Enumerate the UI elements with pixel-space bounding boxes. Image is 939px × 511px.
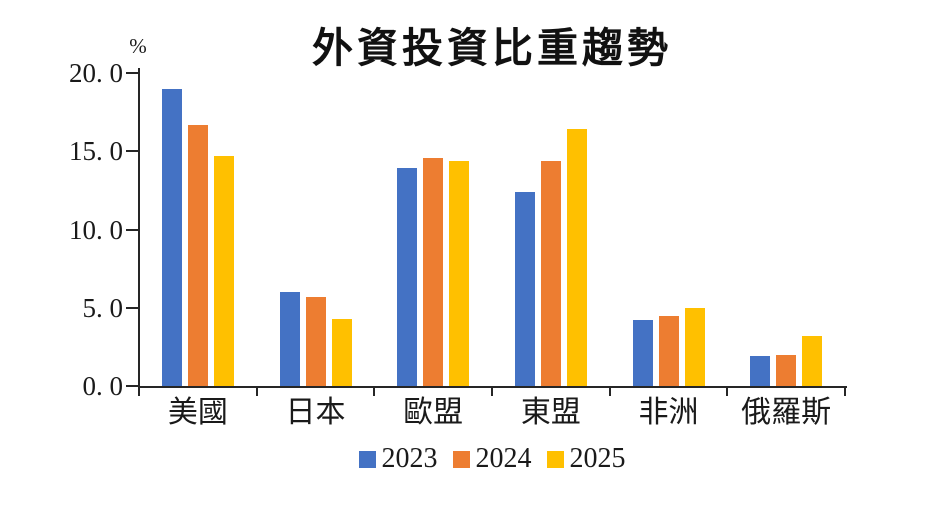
bar	[684, 307, 705, 386]
bar	[305, 296, 326, 386]
bar	[750, 356, 771, 386]
y-tick-label: 0. 0	[82, 371, 124, 401]
y-tick	[126, 385, 138, 387]
x-tick	[373, 386, 376, 396]
legend-item: 2025	[546, 443, 626, 474]
legend-item: 2023	[358, 443, 438, 474]
legend-label: 2025	[569, 443, 626, 474]
legend: 2023 2024 2025	[139, 442, 845, 476]
bar	[566, 129, 587, 386]
y-tick-label: 15. 0	[69, 136, 123, 167]
y-tick-label: 20. 0	[69, 58, 123, 88]
y-axis-line	[138, 68, 140, 396]
legend-swatch	[452, 450, 470, 468]
x-axis-label: 俄羅斯	[741, 396, 832, 429]
y-tick	[126, 228, 138, 231]
legend-swatch	[546, 450, 564, 468]
bar	[540, 160, 561, 386]
bar	[449, 160, 470, 386]
bar	[514, 191, 535, 386]
x-axis-label: 歐盟	[403, 396, 464, 429]
bar	[658, 315, 679, 386]
y-tick	[126, 150, 138, 153]
x-axis-line	[138, 386, 847, 388]
y-tick	[126, 72, 138, 74]
bar	[161, 88, 182, 386]
bar	[423, 157, 444, 386]
x-axis-label: 日本	[285, 396, 346, 429]
bar	[397, 168, 418, 386]
bar	[331, 318, 352, 386]
bar	[213, 155, 234, 386]
x-tick	[844, 386, 846, 396]
chart-title: 外資投資比重趨勢	[312, 25, 672, 71]
legend-label: 2024	[475, 443, 532, 474]
legend-label: 2023	[381, 443, 438, 474]
x-tick	[608, 386, 611, 396]
bar	[776, 354, 797, 386]
x-tick	[726, 386, 729, 396]
y-tick	[126, 306, 138, 309]
y-tick-label: 5. 0	[82, 292, 124, 323]
legend-item: 2024	[452, 443, 532, 474]
bar	[632, 320, 653, 386]
bar	[802, 335, 823, 386]
x-axis-label: 東盟	[520, 396, 581, 429]
y-axis-unit-label: %	[129, 34, 147, 58]
legend-swatch	[358, 450, 376, 468]
x-axis-label: 非洲	[638, 396, 699, 429]
x-tick	[255, 386, 258, 396]
bar	[279, 292, 300, 386]
x-axis-label: 美國	[167, 396, 228, 429]
x-tick	[491, 386, 493, 396]
bar	[187, 124, 208, 386]
y-tick-label: 10. 0	[69, 214, 123, 245]
